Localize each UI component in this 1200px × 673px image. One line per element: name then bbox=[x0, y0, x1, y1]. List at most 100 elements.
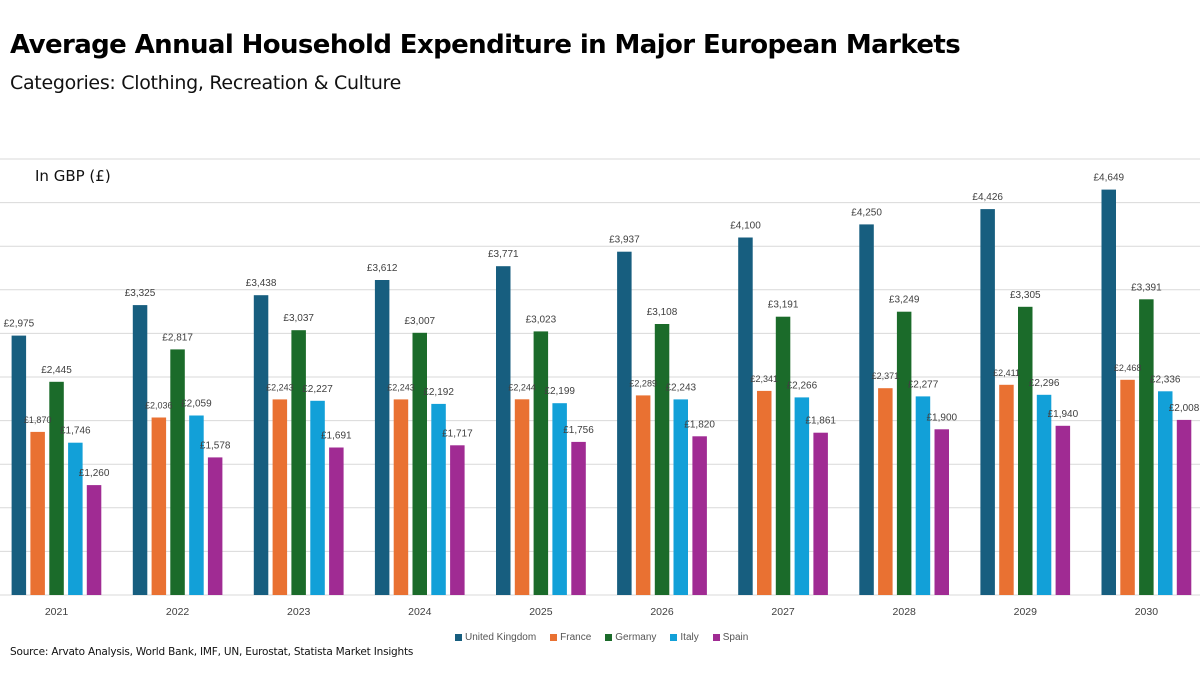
bar-germany-2021 bbox=[49, 381, 64, 595]
x-tick-label: 2022 bbox=[166, 606, 190, 618]
bar-united-kingdom-2021 bbox=[11, 335, 27, 595]
bar-united-kingdom-2023 bbox=[253, 295, 269, 595]
data-label: £2,296 bbox=[1029, 378, 1060, 389]
y-axis-unit-label: In GBP (£) bbox=[35, 167, 111, 185]
legend-label: Italy bbox=[680, 632, 699, 643]
bar-germany-2029 bbox=[1018, 306, 1033, 595]
data-label: £3,037 bbox=[283, 313, 314, 324]
data-label: £2,266 bbox=[787, 380, 818, 391]
bar-italy-2029 bbox=[1036, 394, 1052, 595]
data-label: £4,250 bbox=[851, 207, 882, 218]
data-label: £1,756 bbox=[563, 425, 594, 436]
legend-swatch bbox=[550, 634, 558, 641]
data-label: £3,023 bbox=[526, 314, 557, 325]
bar-united-kingdom-2026 bbox=[617, 251, 632, 595]
bars bbox=[11, 189, 1192, 595]
legend-item-united-kingdom: United Kingdom bbox=[455, 632, 536, 643]
bar-france-2021 bbox=[30, 431, 45, 595]
data-label: £2,243 bbox=[266, 382, 294, 392]
data-label: £1,691 bbox=[321, 431, 352, 442]
data-label: £2,227 bbox=[302, 384, 333, 395]
bar-france-2029 bbox=[999, 384, 1014, 595]
data-label: £1,746 bbox=[60, 426, 91, 437]
data-label: £3,771 bbox=[488, 249, 519, 260]
bar-germany-2028 bbox=[896, 311, 912, 595]
bar-italy-2025 bbox=[552, 403, 567, 595]
bar-france-2027 bbox=[757, 390, 772, 595]
bar-italy-2024 bbox=[431, 403, 446, 595]
data-label: £2,975 bbox=[4, 319, 35, 330]
data-label: £2,036 bbox=[145, 401, 173, 411]
bar-united-kingdom-2022 bbox=[132, 305, 148, 595]
data-label: £2,243 bbox=[666, 382, 697, 393]
legend-swatch bbox=[712, 634, 720, 641]
data-label: £1,578 bbox=[200, 440, 231, 451]
data-label: £3,937 bbox=[609, 235, 640, 246]
bar-germany-2026 bbox=[654, 324, 670, 595]
legend-item-france: France bbox=[550, 632, 591, 643]
bar-france-2022 bbox=[151, 417, 167, 595]
bar-spain-2026 bbox=[692, 436, 707, 595]
data-label: £2,341 bbox=[751, 374, 779, 384]
bar-spain-2028 bbox=[934, 429, 949, 595]
bar-italy-2021 bbox=[68, 442, 83, 595]
bar-spain-2023 bbox=[329, 447, 344, 595]
data-label: £1,260 bbox=[79, 468, 110, 479]
bar-france-2030 bbox=[1120, 379, 1135, 595]
bar-germany-2030 bbox=[1139, 299, 1154, 595]
bar-spain-2024 bbox=[450, 445, 465, 595]
bar-france-2028 bbox=[878, 388, 893, 595]
data-label: £4,649 bbox=[1094, 173, 1125, 184]
data-label: £3,438 bbox=[246, 278, 277, 289]
data-label: £2,277 bbox=[908, 379, 939, 390]
data-label: £4,426 bbox=[972, 192, 1003, 203]
data-labels: £2,975 £1,870 £2,445 £1,746 £1,260 £3,325 £2,0… bbox=[4, 173, 1200, 480]
bar-france-2025 bbox=[514, 399, 530, 595]
legend-label: France bbox=[560, 632, 592, 643]
data-label: £3,391 bbox=[1131, 282, 1162, 293]
bar-france-2024 bbox=[393, 399, 409, 595]
bar-united-kingdom-2028 bbox=[859, 224, 874, 595]
data-label: £1,717 bbox=[442, 428, 473, 439]
data-label: £2,289 bbox=[629, 378, 657, 388]
data-label: £2,336 bbox=[1150, 374, 1181, 385]
bar-france-2023 bbox=[272, 399, 288, 595]
data-label: £3,108 bbox=[647, 307, 678, 318]
data-label: £1,870 bbox=[24, 415, 52, 425]
bar-italy-2030 bbox=[1158, 391, 1173, 595]
legend-swatch bbox=[605, 634, 613, 641]
x-tick-label: 2024 bbox=[408, 606, 432, 618]
bar-france-2026 bbox=[635, 395, 651, 595]
data-label: £2,468 bbox=[1114, 363, 1142, 373]
data-label: £1,940 bbox=[1048, 409, 1079, 420]
bar-spain-2027 bbox=[813, 432, 828, 595]
legend-label: Germany bbox=[615, 632, 657, 643]
bar-italy-2023 bbox=[310, 400, 325, 595]
data-label: £2,244 bbox=[508, 382, 536, 392]
bar-italy-2022 bbox=[189, 415, 204, 595]
bar-germany-2022 bbox=[170, 349, 185, 595]
legend-label: Spain bbox=[722, 632, 749, 643]
chart-subtitle: Categories: Clothing, Recreation & Cultu… bbox=[10, 72, 402, 94]
bar-united-kingdom-2027 bbox=[738, 237, 753, 595]
data-label: £3,249 bbox=[889, 295, 920, 306]
data-label: £3,305 bbox=[1010, 290, 1041, 301]
bar-united-kingdom-2030 bbox=[1101, 189, 1116, 595]
legend: United Kingdom France Germany Italy Spain bbox=[455, 632, 748, 643]
x-tick-label: 2025 bbox=[529, 606, 553, 618]
data-label: £2,817 bbox=[162, 332, 193, 343]
x-axis-ticks: 2021 2022 2023 2024 2025 2026 2027 2028 2029 2030 bbox=[45, 606, 1158, 618]
data-label: £2,192 bbox=[423, 387, 454, 398]
source-note: Source: Arvato Analysis, World Bank, IMF… bbox=[10, 646, 414, 658]
data-label: £3,612 bbox=[367, 263, 398, 274]
bar-spain-2030 bbox=[1176, 419, 1192, 595]
legend-swatch bbox=[455, 634, 462, 641]
x-tick-label: 2021 bbox=[45, 606, 69, 618]
data-label: £2,199 bbox=[544, 386, 575, 397]
data-label: £2,059 bbox=[181, 399, 212, 410]
legend-item-spain: Spain bbox=[712, 632, 749, 643]
x-tick-label: 2029 bbox=[1014, 606, 1038, 618]
bar-spain-2021 bbox=[86, 485, 102, 595]
x-tick-label: 2028 bbox=[893, 606, 917, 618]
